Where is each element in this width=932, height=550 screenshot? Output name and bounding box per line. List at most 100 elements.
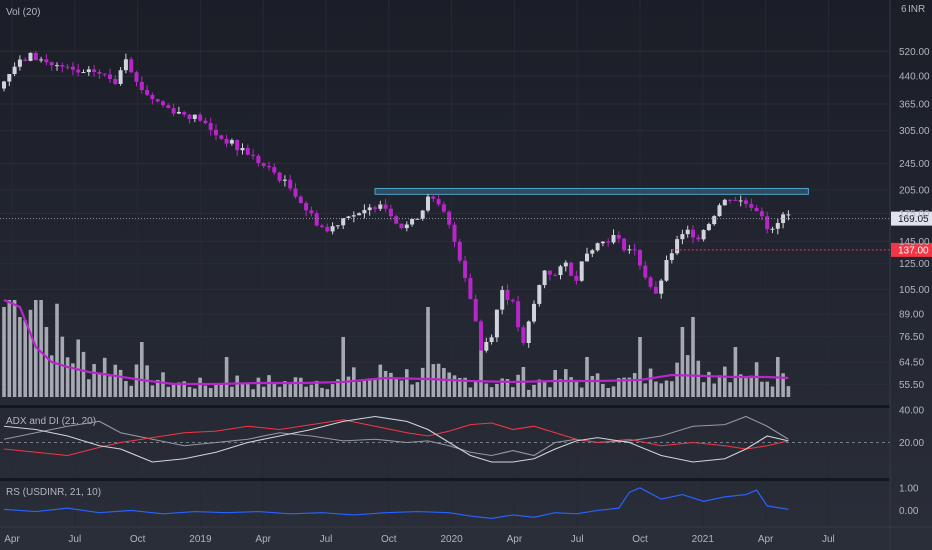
candle-body	[86, 69, 91, 73]
price-axis[interactable]: 6 INR 520.00 440.00 365.00 305.00 245.00 205.…	[889, 0, 930, 550]
candle-body	[717, 205, 722, 217]
volume-bar	[574, 381, 579, 397]
volume-bar	[489, 387, 494, 397]
volume-bar	[224, 357, 229, 397]
candle-body	[691, 229, 695, 238]
adx-tick-label: 40.00	[899, 406, 924, 417]
candle-body	[558, 266, 563, 276]
candle-body	[553, 274, 558, 276]
price-tick-label: 145.00	[899, 237, 930, 248]
price-pane[interactable]: Vol (20) 169.05 137.00	[0, 7, 932, 397]
volume-bar	[648, 368, 653, 397]
volume-bar	[39, 300, 43, 397]
volume-bar	[420, 367, 425, 397]
candle-body	[574, 275, 579, 281]
candle-body	[457, 241, 462, 261]
volume-bar	[611, 386, 616, 397]
volume-bar	[447, 372, 451, 397]
volume-bar	[177, 382, 181, 397]
adx-indicator-title[interactable]: ADX and DI (21, 20)	[6, 416, 96, 427]
rs-indicator-title[interactable]: RS (USDINR, 21, 10)	[6, 487, 101, 498]
time-tick-label: Jul	[571, 534, 584, 545]
volume-bar	[203, 385, 208, 397]
candle-body	[362, 210, 367, 214]
volume-bar	[182, 381, 186, 397]
volume-bar	[458, 377, 462, 397]
volume-bar	[267, 375, 271, 397]
volume-bar	[65, 357, 70, 397]
pane-separator[interactable]	[0, 405, 890, 408]
volume-bar	[765, 381, 769, 397]
volume-bar	[219, 384, 224, 397]
candle-body	[325, 226, 330, 232]
candle-body	[28, 52, 33, 61]
volume-bar	[712, 383, 716, 397]
price-tick-label: 125.00	[899, 259, 930, 270]
candle-body	[251, 154, 256, 156]
candle-body	[161, 101, 165, 106]
time-tick-label: Jul	[822, 534, 835, 545]
resistance-zone[interactable]	[374, 187, 809, 195]
candle-body	[733, 199, 738, 201]
candle-body	[229, 140, 234, 144]
volume-bar	[251, 389, 255, 397]
price-tick-label: 175.00	[899, 209, 930, 220]
candle-body	[108, 74, 112, 79]
volume-bar	[511, 387, 515, 397]
candle-body	[590, 250, 595, 254]
candle-body	[399, 223, 404, 229]
candle-body	[314, 213, 319, 226]
volume-bar	[325, 389, 330, 397]
volume-bar	[569, 377, 573, 397]
volume-bar	[299, 377, 303, 397]
price-tick-label: 305.00	[899, 126, 930, 137]
candle-body	[600, 241, 605, 244]
volume-bar	[696, 360, 701, 397]
candle-body	[595, 243, 600, 251]
candle-body	[224, 138, 229, 144]
time-tick-label: Apr	[507, 534, 523, 545]
adx-pane[interactable]: ADX and DI (21, 20)	[0, 415, 890, 463]
adx-series-line	[3, 415, 789, 463]
volume-bar	[564, 369, 568, 397]
candle-body	[505, 290, 510, 300]
last-price-label: 169.05	[898, 214, 929, 225]
candle-body	[616, 234, 621, 239]
volume-bar	[240, 383, 245, 397]
candle-body	[473, 299, 478, 322]
volume-bar	[304, 386, 308, 397]
candle-body	[494, 309, 499, 338]
candle-body	[585, 253, 589, 262]
volume-bar	[362, 380, 367, 397]
candle-body	[701, 230, 706, 240]
candle-body	[192, 114, 197, 119]
time-axis[interactable]: Apr Jul Oct 2019 Apr Jul Oct 2020 Apr Jul Oct 2021 A…	[0, 526, 932, 545]
candle-body	[118, 70, 123, 84]
pane-separator[interactable]	[0, 478, 890, 481]
volume-bar	[314, 380, 319, 397]
volume-bar	[352, 367, 356, 397]
volume-bar	[81, 351, 86, 397]
volume-bar	[548, 387, 552, 397]
candle-body	[309, 210, 314, 214]
volume-bar	[701, 382, 706, 397]
volume-bar	[585, 357, 589, 397]
candle-body	[245, 148, 250, 155]
candle-body	[166, 105, 171, 109]
volume-bar	[532, 384, 536, 397]
time-tick-label: Jul	[320, 534, 333, 545]
candle-body	[569, 262, 574, 276]
candle-body	[770, 228, 775, 230]
volume-bar	[484, 383, 489, 397]
rs-pane[interactable]: RS (USDINR, 21, 10)	[3, 487, 789, 519]
volume-bar	[495, 383, 499, 397]
candle-body	[479, 321, 483, 351]
candle-body	[696, 237, 701, 240]
candle-body	[39, 59, 44, 61]
candle-body	[452, 224, 457, 242]
candle-body	[447, 211, 452, 225]
volume-bar	[452, 375, 457, 397]
volume-indicator-title[interactable]: Vol (20)	[6, 7, 40, 18]
candle-body	[643, 265, 648, 278]
